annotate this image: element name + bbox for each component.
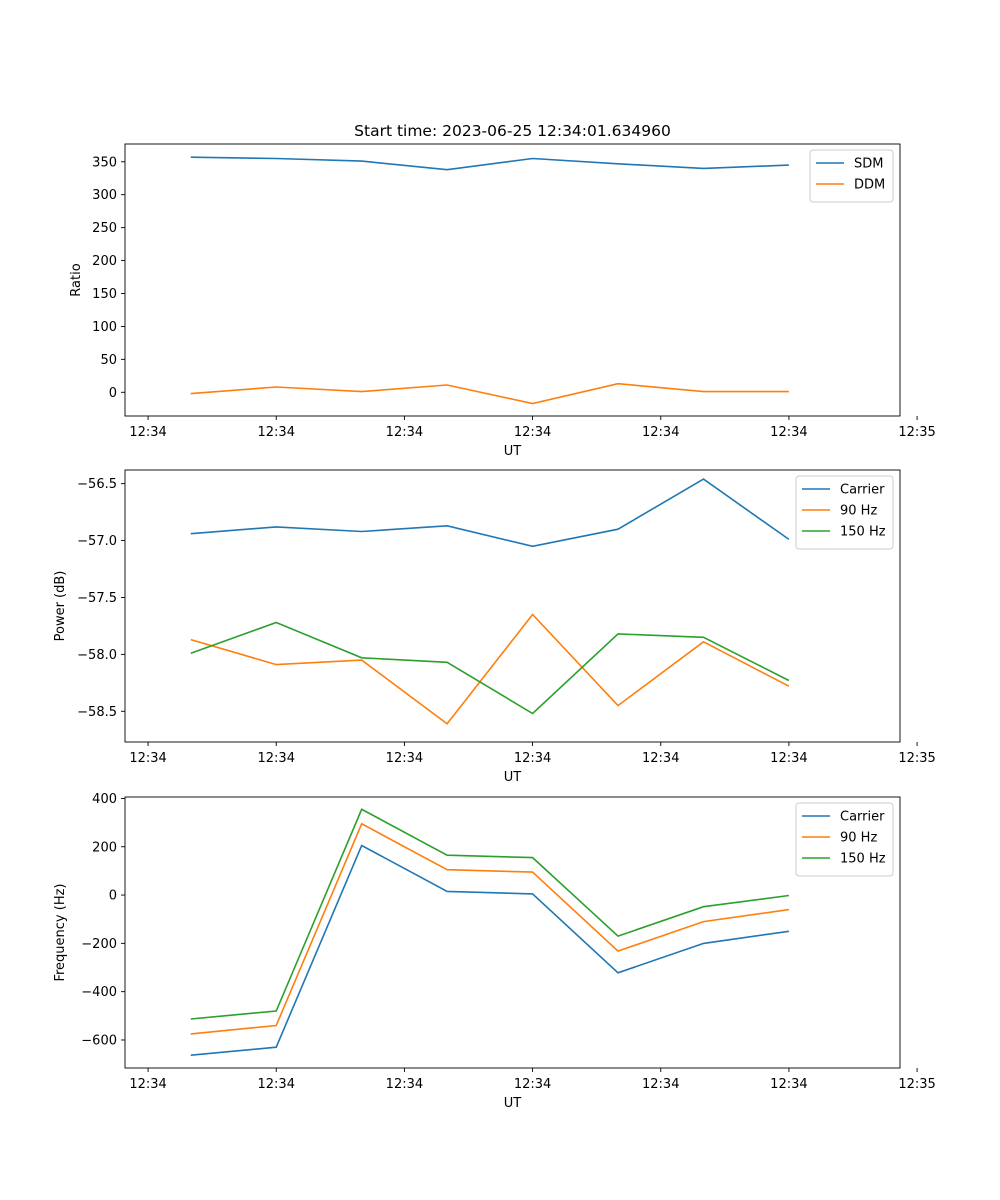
x-tick-label: 12:34 [514, 751, 551, 766]
y-tick-label: −400 [81, 985, 117, 1000]
chart-title: Start time: 2023-06-25 12:34:01.634960 [354, 122, 671, 140]
y-axis-label: Frequency (Hz) [53, 883, 68, 981]
y-tick-label: 200 [92, 254, 117, 269]
series-line-sdm [190, 156, 789, 171]
legend-entry-label: 90 Hz [840, 504, 877, 519]
legend-entry-label: SDM [854, 157, 883, 172]
axes-frame [124, 796, 901, 1069]
y-tick-label: −57.0 [77, 534, 117, 549]
x-tick-label: 12:34 [258, 1077, 295, 1092]
y-tick-label: −200 [81, 937, 117, 952]
y-tick-label: 350 [92, 155, 117, 170]
panels: Start time: 2023-06-25 12:34:01.634960 12… [53, 122, 936, 1111]
y-tick-label: 150 [92, 287, 117, 302]
y-tick-label: −58.0 [77, 648, 117, 663]
y-tick-label: 100 [92, 320, 117, 335]
axes-frame [124, 469, 901, 743]
series-line-150-hz [190, 621, 790, 715]
legend: Carrier 90 Hz 150 Hz [795, 475, 894, 550]
x-tick-label: 12:34 [514, 1077, 551, 1092]
x-tick-label: 12:34 [386, 425, 423, 440]
series-line-carrier [190, 844, 790, 1056]
x-tick-label: 12:34 [258, 425, 295, 440]
x-tick-label: 12:34 [386, 751, 423, 766]
x-tick-label: 12:34 [770, 751, 807, 766]
series-line-90-hz [190, 613, 790, 725]
axes-frame [124, 143, 901, 417]
x-tick-label: 12:34 [770, 425, 807, 440]
y-tick-label: −58.5 [77, 705, 117, 720]
x-tick-label: 12:35 [898, 425, 935, 440]
series-line-carrier [190, 478, 790, 548]
legend: SDM DDM [809, 149, 894, 203]
x-tick-label: 12:34 [642, 751, 679, 766]
series-line-90-hz [190, 822, 790, 1035]
legend-entry-label: 150 Hz [840, 852, 886, 867]
x-tick-label: 12:34 [770, 1077, 807, 1092]
series-line-ddm [190, 382, 789, 405]
y-tick-label: 300 [92, 188, 117, 203]
panel-2: 12:34 12:34 12:34 12:34 12:34 12:34 12:35 −58.5… [53, 469, 936, 785]
legend-entry-label: Carrier [840, 810, 885, 825]
y-tick-label: 50 [100, 353, 117, 368]
y-axis-label: Power (dB) [53, 571, 68, 642]
x-axis-label: UT [504, 770, 522, 785]
y-tick-label: −57.5 [77, 591, 117, 606]
y-tick-label: 250 [92, 221, 117, 236]
x-tick-label: 12:35 [898, 1077, 935, 1092]
y-tick-label: 400 [92, 792, 117, 807]
x-axis-label: UT [504, 1096, 522, 1111]
x-tick-label: 12:34 [642, 1077, 679, 1092]
y-axis-label: Ratio [69, 263, 84, 296]
panel-1: Start time: 2023-06-25 12:34:01.634960 12… [69, 122, 936, 459]
x-tick-label: 12:34 [129, 1077, 166, 1092]
legend-entry-label: DDM [854, 178, 885, 193]
y-tick-label: 0 [109, 386, 117, 401]
series-line-150-hz [190, 808, 790, 1020]
x-tick-label: 12:34 [642, 425, 679, 440]
x-tick-label: 12:34 [386, 1077, 423, 1092]
panel-3: 12:34 12:34 12:34 12:34 12:34 12:34 12:35 −600 −… [53, 792, 936, 1111]
legend-entry-label: 90 Hz [840, 831, 877, 846]
legend: Carrier 90 Hz 150 Hz [795, 802, 894, 877]
x-tick-label: 12:34 [258, 751, 295, 766]
y-tick-label: −600 [81, 1033, 117, 1048]
x-tick-label: 12:35 [898, 751, 935, 766]
y-tick-label: 0 [109, 889, 117, 904]
legend-entry-label: Carrier [840, 483, 885, 498]
legend-entry-label: 150 Hz [840, 525, 886, 540]
x-tick-label: 12:34 [129, 751, 166, 766]
y-tick-label: 200 [92, 840, 117, 855]
x-tick-label: 12:34 [129, 425, 166, 440]
x-tick-label: 12:34 [514, 425, 551, 440]
y-tick-label: −56.5 [77, 477, 117, 492]
x-axis-label: UT [504, 444, 522, 459]
